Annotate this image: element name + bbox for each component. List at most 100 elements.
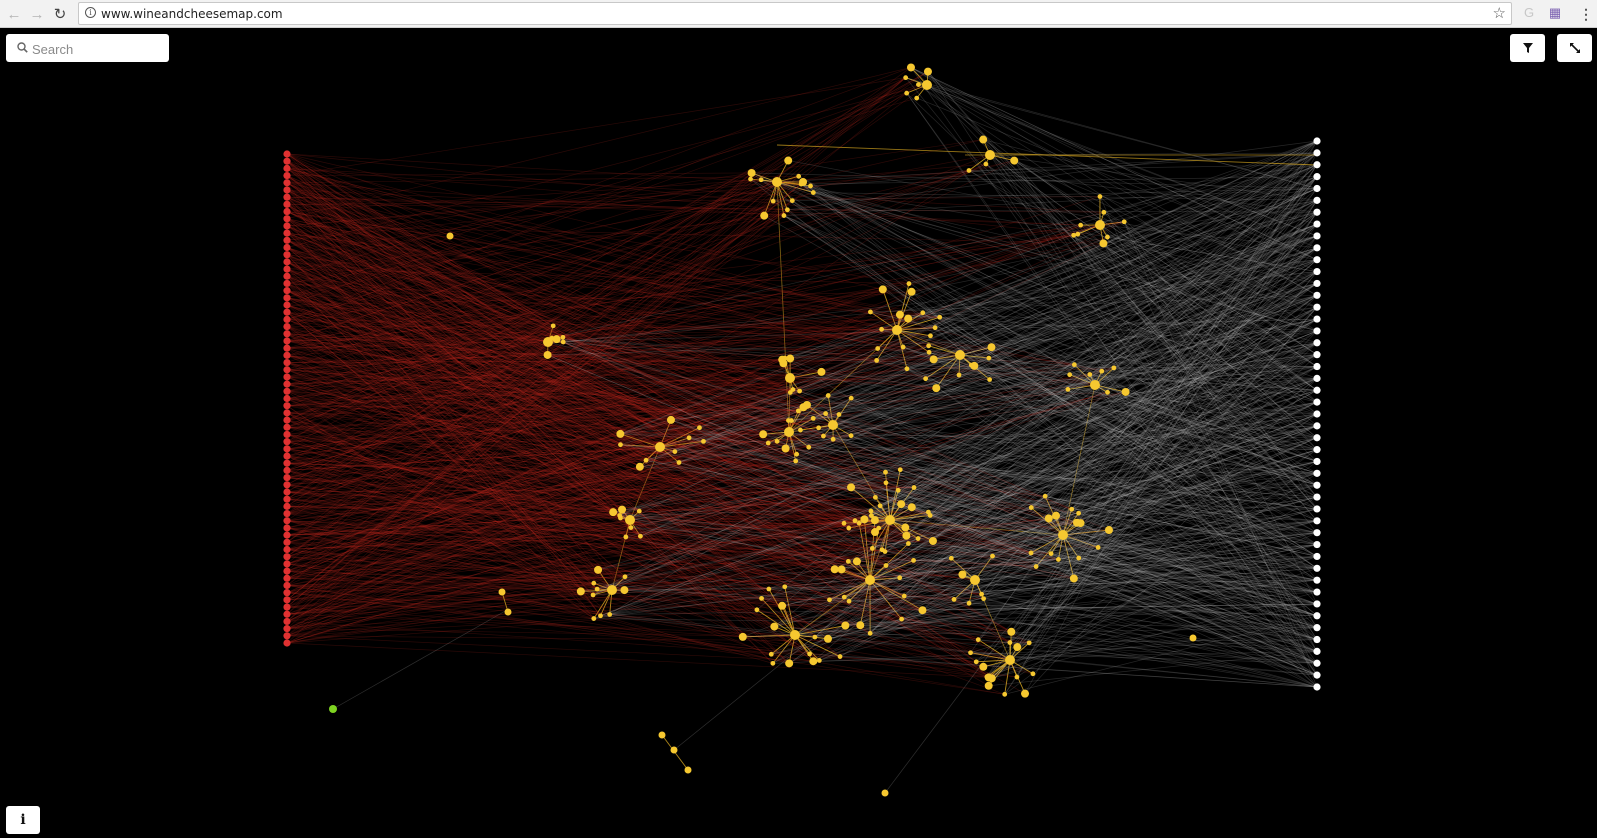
cluster-node[interactable] <box>897 500 906 509</box>
cluster-node[interactable] <box>929 355 938 364</box>
cluster-node[interactable] <box>781 603 786 609</box>
wine-node[interactable] <box>283 243 291 252</box>
cheese-node[interactable] <box>1313 291 1321 299</box>
cluster-node[interactable] <box>759 595 764 601</box>
cheese-node[interactable] <box>1313 339 1321 347</box>
wine-node[interactable] <box>283 567 291 575</box>
wine-node[interactable] <box>283 330 291 338</box>
cluster-node[interactable] <box>932 325 938 331</box>
cheese-node[interactable] <box>1313 635 1321 644</box>
cluster-node[interactable] <box>1095 545 1101 550</box>
cluster-node[interactable] <box>979 591 984 597</box>
info-button[interactable]: i <box>6 806 40 834</box>
cluster-node[interactable] <box>618 515 623 521</box>
cluster-hub-node[interactable] <box>655 442 665 452</box>
wine-node[interactable] <box>283 560 291 568</box>
cluster-node[interactable] <box>821 433 826 439</box>
cluster-node[interactable] <box>666 415 675 424</box>
cluster-node[interactable] <box>1055 557 1061 562</box>
cluster-node[interactable] <box>823 411 829 416</box>
cheese-node[interactable] <box>1313 564 1321 572</box>
cheese-node[interactable] <box>1313 671 1321 679</box>
cluster-node[interactable] <box>1069 506 1075 512</box>
cluster-hub-node[interactable] <box>1005 655 1015 665</box>
cheese-node[interactable] <box>1313 434 1321 442</box>
cluster-node[interactable] <box>628 525 634 531</box>
cluster-node[interactable] <box>1067 372 1073 378</box>
cluster-node[interactable] <box>966 168 972 173</box>
cluster-node[interactable] <box>658 731 666 739</box>
cluster-node[interactable] <box>576 587 585 596</box>
cluster-node[interactable] <box>618 505 627 514</box>
forward-button[interactable]: → <box>27 4 47 24</box>
cheese-node[interactable] <box>1313 149 1321 157</box>
cluster-hub-node[interactable] <box>1095 220 1105 230</box>
cluster-node[interactable] <box>616 429 625 438</box>
cluster-node[interactable] <box>1075 231 1081 237</box>
wine-node[interactable] <box>283 287 291 295</box>
cluster-node[interactable] <box>925 509 931 515</box>
cluster-node[interactable] <box>1007 640 1013 645</box>
cheese-node[interactable] <box>1313 220 1321 228</box>
cluster-node[interactable] <box>911 485 917 490</box>
wine-node[interactable] <box>283 301 291 309</box>
cluster-node[interactable] <box>987 377 993 382</box>
cluster-node[interactable] <box>816 658 822 663</box>
wine-node[interactable] <box>283 632 291 640</box>
cluster-node[interactable] <box>846 598 852 604</box>
cluster-node[interactable] <box>987 674 996 683</box>
wine-node[interactable] <box>283 279 291 288</box>
wine-node[interactable] <box>283 251 291 259</box>
cluster-node[interactable] <box>816 425 822 431</box>
cluster-node[interactable] <box>797 388 802 394</box>
cheese-node[interactable] <box>1313 422 1321 430</box>
cluster-node[interactable] <box>1101 209 1107 215</box>
cluster-node[interactable] <box>987 343 996 352</box>
wine-node[interactable] <box>283 344 291 352</box>
cluster-node[interactable] <box>594 565 603 574</box>
wine-node[interactable] <box>283 509 291 518</box>
cluster-node[interactable] <box>911 558 916 563</box>
cluster-node[interactable] <box>916 82 921 87</box>
cluster-node[interactable] <box>781 213 787 218</box>
wine-node[interactable] <box>283 171 291 180</box>
selected-node[interactable] <box>329 705 337 713</box>
cluster-node[interactable] <box>827 597 832 603</box>
cluster-node[interactable] <box>874 358 880 363</box>
wine-node[interactable] <box>283 474 291 482</box>
cluster-hub-node[interactable] <box>885 515 895 525</box>
cluster-node[interactable] <box>845 558 851 564</box>
cluster-node[interactable] <box>841 520 847 526</box>
cheese-node[interactable] <box>1313 647 1321 655</box>
cheese-node[interactable] <box>1313 493 1321 501</box>
cluster-node[interactable] <box>672 449 678 455</box>
wine-node[interactable] <box>283 308 291 316</box>
cluster-node[interactable] <box>1028 550 1034 556</box>
cluster-node[interactable] <box>798 427 803 433</box>
cluster-node[interactable] <box>1028 505 1034 510</box>
cluster-node[interactable] <box>809 657 818 666</box>
cluster-node[interactable] <box>798 181 804 187</box>
cluster-node[interactable] <box>979 135 988 144</box>
cluster-node[interactable] <box>984 681 993 690</box>
cluster-node[interactable] <box>973 659 979 665</box>
cheese-node[interactable] <box>1313 184 1321 193</box>
cluster-hub-node[interactable] <box>607 585 617 595</box>
cluster-node[interactable] <box>875 346 881 351</box>
wine-node[interactable] <box>283 423 291 431</box>
cluster-node[interactable] <box>636 508 642 514</box>
wine-node[interactable] <box>283 380 291 388</box>
cluster-node[interactable] <box>852 518 858 524</box>
cluster-node[interactable] <box>897 467 903 473</box>
cheese-node[interactable] <box>1313 410 1321 418</box>
info-circle-icon[interactable]: i <box>85 7 96 18</box>
cluster-node[interactable] <box>906 281 912 287</box>
cluster-node[interactable] <box>748 176 753 182</box>
cluster-node[interactable] <box>591 580 597 586</box>
cluster-node[interactable] <box>782 584 788 590</box>
cluster-node[interactable] <box>786 354 795 363</box>
cluster-node[interactable] <box>1071 232 1077 238</box>
wine-node[interactable] <box>283 157 291 165</box>
cheese-node[interactable] <box>1313 481 1321 489</box>
google-extension-icon[interactable]: G <box>1523 5 1535 20</box>
